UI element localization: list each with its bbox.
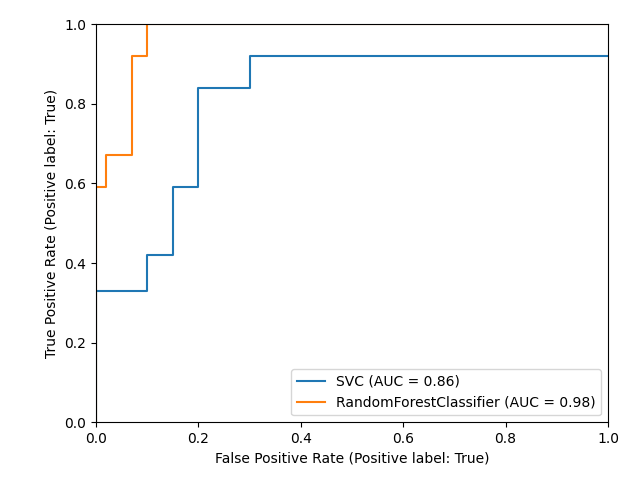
SVC (AUC = 0.86) (169, 184, 177, 190)
SVC (AUC = 0.86) (246, 85, 253, 91)
Line: SVC (AUC = 0.86): SVC (AUC = 0.86) (96, 56, 608, 422)
Legend: SVC (AUC = 0.86), RandomForestClassifier (AUC = 0.98): SVC (AUC = 0.86), RandomForestClassifier… (291, 370, 601, 416)
RandomForestClassifier (AUC = 0.98) (143, 21, 151, 27)
SVC (AUC = 0.86) (246, 53, 253, 59)
SVC (AUC = 0.86) (169, 252, 177, 258)
RandomForestClassifier (AUC = 0.98) (143, 53, 151, 59)
SVC (AUC = 0.86) (143, 288, 151, 294)
RandomForestClassifier (AUC = 0.98) (128, 53, 136, 59)
SVC (AUC = 0.86) (92, 420, 100, 425)
Y-axis label: True Positive Rate (Positive label: True): True Positive Rate (Positive label: True… (45, 89, 59, 358)
RandomForestClassifier (AUC = 0.98) (102, 153, 110, 158)
SVC (AUC = 0.86) (195, 85, 202, 91)
RandomForestClassifier (AUC = 0.98) (102, 184, 110, 190)
SVC (AUC = 0.86) (604, 53, 612, 59)
Line: RandomForestClassifier (AUC = 0.98): RandomForestClassifier (AUC = 0.98) (96, 24, 608, 422)
RandomForestClassifier (AUC = 0.98) (604, 21, 612, 27)
SVC (AUC = 0.86) (92, 288, 100, 294)
RandomForestClassifier (AUC = 0.98) (92, 184, 100, 190)
X-axis label: False Positive Rate (Positive label: True): False Positive Rate (Positive label: Tru… (215, 452, 489, 466)
RandomForestClassifier (AUC = 0.98) (92, 420, 100, 425)
SVC (AUC = 0.86) (195, 184, 202, 190)
SVC (AUC = 0.86) (143, 252, 151, 258)
RandomForestClassifier (AUC = 0.98) (128, 153, 136, 158)
